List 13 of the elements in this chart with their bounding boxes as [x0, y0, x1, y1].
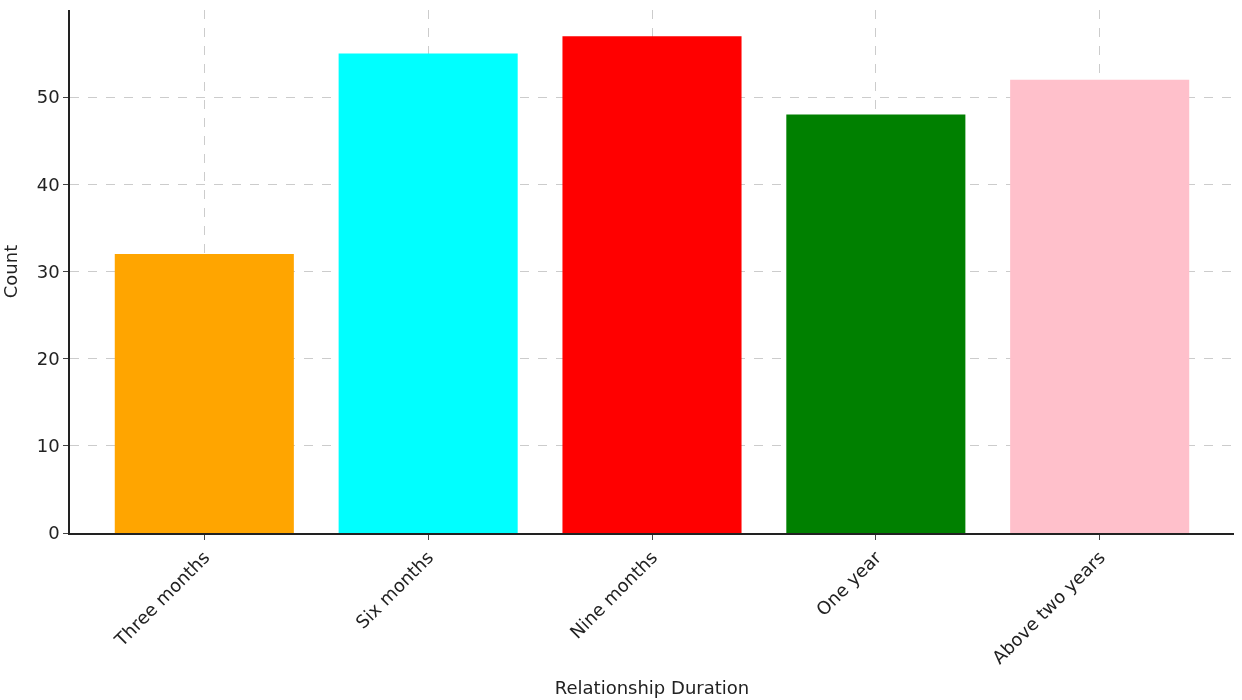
y-tick-label: 0	[48, 522, 60, 544]
bar	[338, 53, 518, 533]
y-tick-label: 40	[36, 173, 60, 195]
x-axis-title: Relationship Duration	[554, 677, 750, 699]
y-axis-title: Count	[0, 244, 21, 299]
y-tick-label: 50	[36, 86, 60, 108]
bar	[1010, 79, 1190, 533]
y-tick-label: 10	[36, 435, 60, 457]
bar	[562, 36, 742, 533]
bar	[786, 114, 966, 533]
y-tick-label: 20	[36, 347, 60, 369]
y-tick-label: 30	[36, 260, 60, 282]
bar	[114, 254, 294, 533]
